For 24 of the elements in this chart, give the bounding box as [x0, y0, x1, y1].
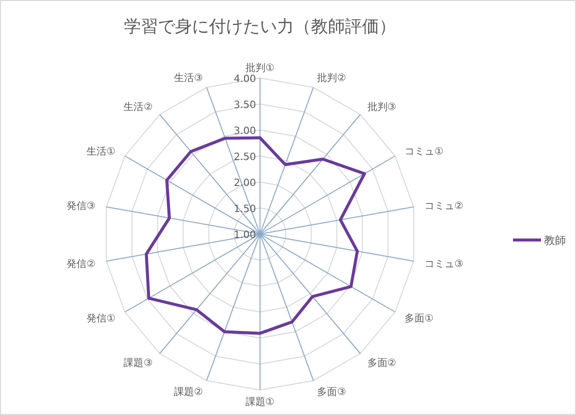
spoke-label: 多面③	[317, 386, 346, 398]
y-tick-label: 2.50	[234, 152, 256, 163]
spoke-label: 批判③	[367, 101, 396, 114]
spoke-label: 生活③	[174, 72, 203, 84]
spoke-label: 発信②	[66, 258, 96, 270]
spoke-label: 生活②	[124, 101, 153, 114]
legend-label: 教師	[544, 234, 566, 247]
spoke-label: コミュ②	[424, 201, 464, 212]
spoke-label: 批判②	[317, 72, 346, 84]
y-tick-label: 3.50	[234, 100, 256, 111]
spoke-label: 発信①	[86, 312, 116, 324]
y-tick-label: 4.00	[234, 74, 256, 85]
spoke-label: 課題③	[124, 356, 153, 369]
spoke-label: 課題①	[246, 396, 275, 408]
spoke-label: コミュ③	[424, 258, 464, 270]
spoke-label: 批判①	[246, 62, 275, 74]
spoke-label: 発信③	[66, 200, 96, 212]
spoke-label: 多面②	[367, 356, 396, 369]
y-tick-label: 3.00	[234, 126, 256, 137]
chart-title: 学習で身に付けたい力（教師評価）	[124, 17, 396, 37]
spoke-label: 多面①	[404, 312, 434, 324]
spoke-label: 課題②	[174, 386, 203, 398]
spoke-label: コミュ①	[404, 146, 444, 158]
spoke-label: 生活①	[86, 146, 116, 158]
